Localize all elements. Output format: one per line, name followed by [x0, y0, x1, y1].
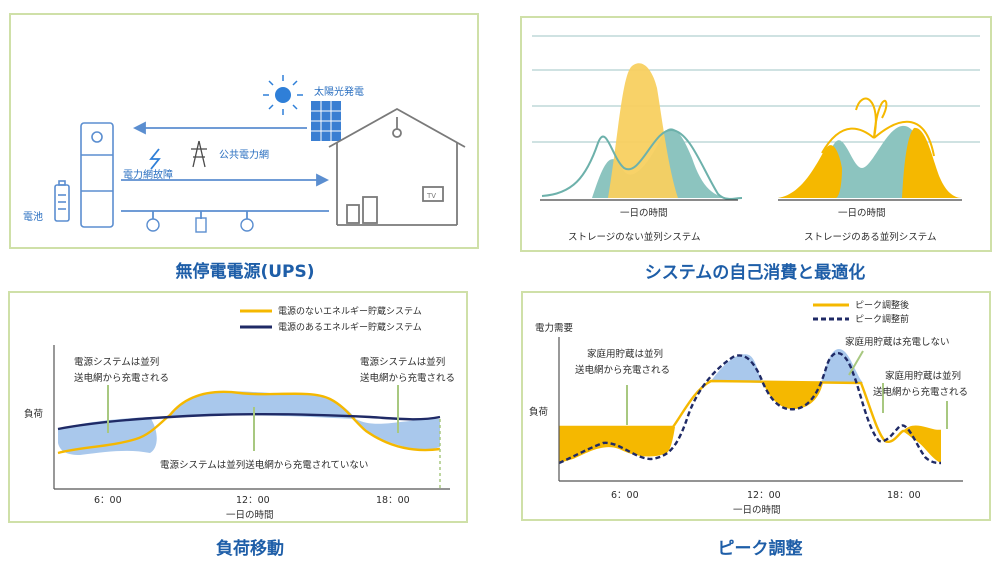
- note-left-line1: 家庭用貯蔵は並列: [587, 348, 663, 360]
- note-right-line2: 送电網から充電される: [873, 386, 968, 398]
- peak-shaving-caption: ピーク調整: [717, 539, 803, 559]
- storage-arrows: [821, 97, 935, 157]
- charge-fill-left: [559, 427, 675, 463]
- self-consumption-caption: システムの自己消費と最適化: [644, 263, 866, 283]
- fridge-icon: [195, 217, 207, 233]
- bulb-icon: [146, 218, 160, 232]
- house-icon: [328, 107, 466, 226]
- tick-6: 6：00: [611, 490, 639, 501]
- note-left-line1: 電源システムは並列: [74, 356, 159, 368]
- power-pylon-icon: [191, 140, 207, 168]
- x-axis-label: 一日の時間: [226, 510, 274, 521]
- self-consumption-diagram: 一日の時間 ストレージのない並列システム 一日の時間 ストレージのある並列システ…: [532, 35, 980, 243]
- line-without-storage: [57, 390, 441, 455]
- inverter-cabinet: [80, 122, 114, 228]
- note-right-line2: 送电網から充電される: [360, 372, 455, 384]
- legend-power: 電源のあるエネルギー貯蔵システム: [278, 321, 422, 333]
- discharge-fill-mid: [711, 354, 763, 383]
- charge-fill-right: [356, 418, 440, 450]
- battery-icon: [54, 180, 70, 222]
- fault-lightning-icon: [149, 148, 161, 170]
- line-after: [559, 379, 941, 443]
- tick-18: 18：00: [376, 495, 410, 506]
- legend-before: ピーク調整前: [855, 313, 909, 325]
- load-shift-caption: 負荷移動: [216, 539, 284, 559]
- note-middle: 電源システムは並列送电網から充電されていない: [160, 459, 368, 471]
- x-axis-label: 一日の時間: [733, 505, 781, 516]
- load-shift-chart: 電源のないエネルギー貯蔵システム 電源のあるエネルギー貯蔵システム 電源システム…: [24, 305, 455, 521]
- fan-icon: [240, 218, 254, 232]
- tick-12: 12：00: [236, 495, 270, 506]
- left-xlabel: 一日の時間: [620, 208, 668, 219]
- right-xlabel: 一日の時間: [838, 208, 886, 219]
- y-axis-label: 負荷: [529, 406, 549, 418]
- discharge-fill-mid: [170, 391, 356, 419]
- tick-12: 12：00: [747, 490, 781, 501]
- ups-panel: 電池 太陽光: [9, 13, 479, 249]
- peak-shaving-chart: ピーク調整後 ピーク調整前 電力需要 負荷 家庭用貯蔵は並列 送电網から充電され…: [529, 299, 968, 516]
- left-solar-peak: [608, 63, 678, 198]
- right-storage-left: [778, 145, 842, 198]
- y-axis-label: 負荷: [24, 408, 44, 420]
- note-right-line1: 電源システムは並列: [360, 356, 445, 368]
- right-storage-right: [902, 127, 962, 198]
- charge-fill-left: [58, 417, 157, 455]
- tv-label: TV: [426, 192, 436, 200]
- charge-fill-right: [903, 425, 941, 463]
- battery-label: 電池: [23, 210, 43, 223]
- load-shift-panel: 電源のないエネルギー貯蔵システム 電源のあるエネルギー貯蔵システム 電源システム…: [8, 291, 468, 523]
- left-subcaption: ストレージのない並列システム: [568, 231, 701, 243]
- self-consumption-panel: 一日の時間 ストレージのない並列システム 一日の時間 ストレージのある並列システ…: [520, 16, 992, 252]
- legend-after: ピーク調整後: [855, 299, 909, 311]
- left-demand-line: [541, 128, 743, 200]
- right-subcaption: ストレージのある並列システム: [804, 231, 937, 243]
- note-left-line2: 送电網から充電される: [575, 364, 670, 376]
- note-left-line2: 送电網から充電される: [74, 372, 169, 384]
- legend-no-power: 電源のないエネルギー貯蔵システム: [278, 305, 422, 317]
- line-before: [558, 352, 942, 465]
- note-right-line1: 家庭用貯蔵は並列: [885, 370, 961, 382]
- solar-panel-icon: [311, 101, 341, 141]
- fault-label: 電力網故障: [123, 168, 173, 181]
- ups-diagram: 電池 太陽光: [23, 75, 466, 233]
- note-top: 家庭用貯蔵は充電しない: [845, 336, 950, 348]
- sun-icon: [263, 75, 303, 115]
- peak-shaving-panel: ピーク調整後 ピーク調整前 電力需要 負荷 家庭用貯蔵は並列 送电網から充電され…: [521, 291, 991, 521]
- solar-label: 太陽光発電: [314, 85, 364, 98]
- tick-6: 6：00: [94, 495, 122, 506]
- tick-18: 18：00: [887, 490, 921, 501]
- y-axis-top-label: 電力需要: [535, 322, 573, 334]
- ups-caption: 無停電電源(UPS): [175, 262, 315, 282]
- grid-label: 公共電力網: [219, 148, 269, 161]
